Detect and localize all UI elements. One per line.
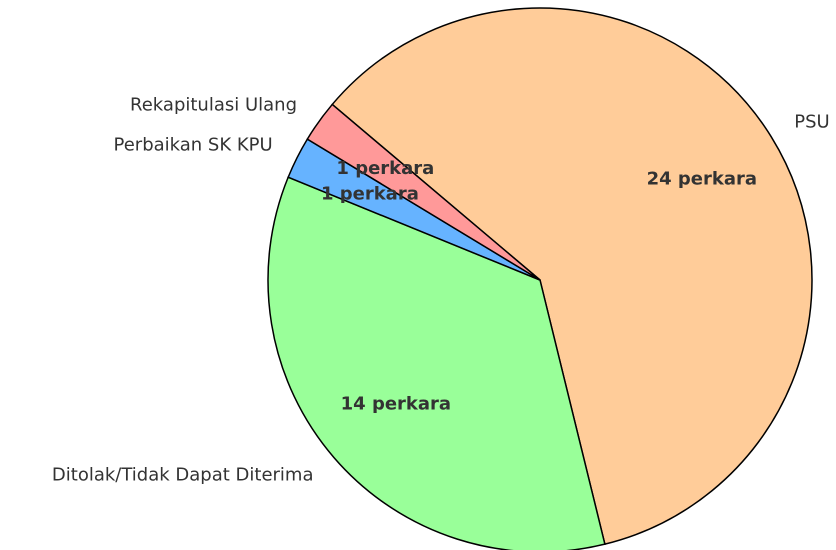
value-label: 1 perkara: [336, 158, 434, 179]
slice-label: PSU: [794, 111, 829, 132]
value-label: 24 perkara: [647, 169, 757, 190]
slice-label: Rekapitulasi Ulang: [130, 94, 297, 115]
slice-label: Ditolak/Tidak Dapat Diterima: [52, 465, 314, 486]
value-label: 14 perkara: [341, 393, 451, 414]
pie-slice: [267, 176, 606, 550]
pie-slice: [306, 103, 541, 281]
value-label: 1 perkara: [321, 183, 419, 204]
pie-slice: [331, 7, 813, 546]
slice-label: Perbaikan SK KPU: [114, 135, 273, 156]
